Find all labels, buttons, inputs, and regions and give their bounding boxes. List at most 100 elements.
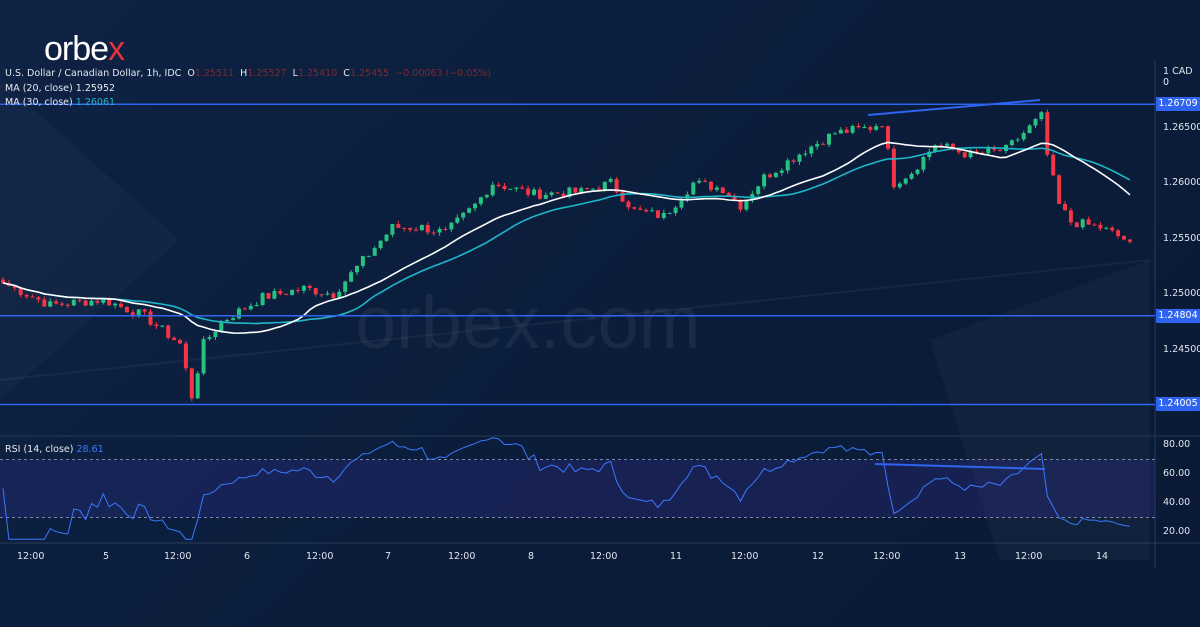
candle bbox=[207, 337, 212, 340]
candle bbox=[154, 324, 159, 327]
candle bbox=[632, 207, 637, 209]
candle bbox=[821, 143, 826, 145]
candle bbox=[756, 186, 761, 195]
candle bbox=[213, 331, 218, 338]
candle bbox=[42, 299, 47, 307]
candle bbox=[467, 208, 472, 213]
high-label: H bbox=[240, 68, 248, 79]
time-tick-label: 12:00 bbox=[873, 551, 901, 562]
candle bbox=[1015, 139, 1020, 141]
candle bbox=[301, 285, 306, 291]
candle bbox=[986, 148, 991, 154]
candle bbox=[36, 297, 41, 300]
time-tick-label: 12:00 bbox=[731, 551, 759, 562]
candle bbox=[585, 188, 590, 190]
candle bbox=[573, 187, 578, 193]
rsi-legend: RSI (14, close) 28.61 bbox=[5, 444, 104, 455]
candle bbox=[1057, 175, 1062, 204]
candle bbox=[307, 285, 312, 289]
candle bbox=[650, 210, 654, 212]
candle bbox=[579, 188, 584, 193]
candle bbox=[496, 184, 501, 187]
candle bbox=[313, 288, 318, 295]
candle bbox=[962, 152, 967, 158]
candle bbox=[437, 228, 442, 233]
time-tick-label: 12:00 bbox=[164, 551, 192, 562]
candle bbox=[703, 180, 708, 182]
ma20-value: 1.25952 bbox=[75, 83, 116, 94]
candle bbox=[30, 296, 35, 298]
trendline-rsi[interactable] bbox=[874, 463, 1046, 470]
candle bbox=[148, 311, 153, 325]
candle bbox=[520, 187, 525, 189]
candle bbox=[1086, 219, 1091, 225]
candle bbox=[508, 188, 513, 190]
candle bbox=[195, 373, 200, 399]
candle bbox=[272, 290, 277, 299]
candle bbox=[278, 290, 283, 294]
candle bbox=[355, 265, 359, 273]
time-tick-label: 12:00 bbox=[1015, 551, 1043, 562]
candle bbox=[1051, 154, 1056, 176]
candle bbox=[744, 199, 749, 210]
time-tick-label: 14 bbox=[1096, 551, 1109, 562]
candle bbox=[1009, 140, 1014, 146]
candle bbox=[921, 157, 926, 170]
candle bbox=[178, 340, 182, 344]
currency-label[interactable]: 1 CAD 0 bbox=[1163, 66, 1193, 88]
candle bbox=[48, 301, 53, 307]
trendline-price[interactable] bbox=[867, 99, 1041, 116]
candle bbox=[201, 339, 206, 374]
candle bbox=[998, 149, 1003, 152]
time-tick-label: 6 bbox=[244, 551, 251, 562]
candle bbox=[927, 151, 932, 158]
candle bbox=[414, 229, 418, 231]
ma30-legend: MA (30, close) 1.26061 bbox=[5, 97, 115, 108]
candle bbox=[390, 224, 395, 235]
orbex-logo: orbex bbox=[44, 30, 125, 68]
candle bbox=[231, 318, 236, 320]
candle bbox=[337, 291, 342, 299]
candle bbox=[18, 287, 23, 296]
rsi-tick-label: 80.00 bbox=[1163, 439, 1191, 450]
candle bbox=[402, 227, 407, 229]
candle bbox=[608, 179, 613, 182]
candle bbox=[331, 293, 336, 299]
candle bbox=[95, 300, 100, 303]
candle bbox=[1, 279, 5, 283]
candle bbox=[384, 234, 389, 241]
candle bbox=[425, 224, 430, 233]
symbol-name: U.S. Dollar / Canadian Dollar, 1h, IDC bbox=[5, 68, 182, 79]
candle bbox=[785, 160, 790, 171]
candle bbox=[366, 255, 371, 257]
candle bbox=[77, 299, 82, 301]
candle bbox=[638, 208, 643, 210]
candle bbox=[419, 224, 424, 231]
candle bbox=[945, 143, 949, 146]
candle bbox=[679, 200, 684, 208]
candle bbox=[172, 337, 177, 341]
candle bbox=[1116, 230, 1121, 237]
candle bbox=[897, 183, 902, 188]
level-price-tag: 1.26709 bbox=[1156, 97, 1200, 112]
candle bbox=[360, 256, 365, 266]
candle bbox=[1098, 224, 1103, 229]
candle bbox=[844, 129, 849, 133]
candle bbox=[1104, 227, 1109, 229]
candle bbox=[791, 160, 796, 162]
candle bbox=[555, 192, 560, 194]
candle bbox=[290, 289, 295, 295]
candle bbox=[183, 343, 188, 369]
candle bbox=[160, 325, 165, 327]
level-price-tag: 1.24804 bbox=[1156, 308, 1200, 323]
ma30-label: MA (30, close) bbox=[5, 97, 73, 108]
candle bbox=[1068, 210, 1073, 223]
candle bbox=[667, 212, 672, 214]
candle bbox=[697, 180, 702, 183]
candle bbox=[673, 207, 678, 213]
candle bbox=[107, 297, 112, 306]
candle bbox=[903, 178, 908, 184]
open-value: 1.25511 bbox=[194, 68, 235, 79]
